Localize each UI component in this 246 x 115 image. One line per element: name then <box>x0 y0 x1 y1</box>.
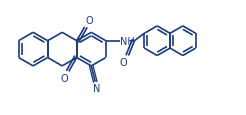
Text: O: O <box>60 74 68 84</box>
Text: N: N <box>92 83 100 93</box>
Text: O: O <box>120 58 128 68</box>
Text: O: O <box>86 16 93 26</box>
Text: NH: NH <box>120 36 135 46</box>
